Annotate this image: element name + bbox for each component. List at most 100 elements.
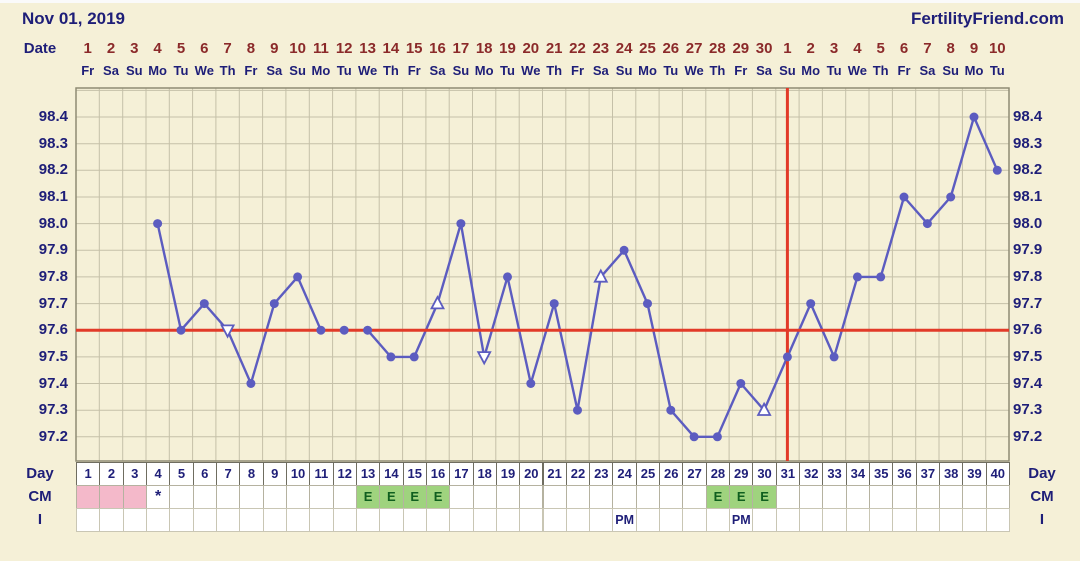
temp-point[interactable] [339,325,349,335]
temp-point[interactable] [946,192,956,202]
intercourse-cell [869,508,894,532]
temp-point-open-triangle-up[interactable] [593,268,609,283]
date-number: 10 [988,40,1006,57]
day-cell[interactable]: 25 [635,462,661,486]
temp-point[interactable] [643,299,652,309]
temp-point[interactable] [549,299,559,309]
temp-point[interactable] [293,272,303,282]
temp-point[interactable] [782,352,792,362]
date-number: 8 [246,40,256,57]
temp-point-open-triangle-down[interactable] [220,324,236,339]
temp-point[interactable] [736,379,746,388]
day-cell[interactable]: 27 [682,462,707,486]
temp-tick-label-right: 97.7 [1013,294,1043,312]
weekday-label: Fr [407,63,421,78]
day-cell[interactable]: 16 [425,462,451,486]
temp-point[interactable] [176,325,186,335]
day-cell[interactable]: 32 [799,462,824,486]
day-cell[interactable]: 34 [845,462,871,486]
day-cell[interactable]: 29 [729,462,754,486]
day-cell[interactable]: 8 [239,462,264,486]
day-cell[interactable]: 31 [775,462,801,486]
intercourse-cell [285,508,311,532]
temp-point[interactable] [246,379,256,388]
day-cell[interactable]: 21 [542,462,567,486]
temp-tick-label-left: 97.9 [38,241,68,259]
temp-point[interactable] [992,165,1002,175]
day-cell[interactable]: 4 [145,462,171,486]
temp-point[interactable] [689,432,699,442]
day-cell[interactable]: 12 [332,462,357,486]
day-cell[interactable]: 23 [589,462,614,486]
temp-point[interactable] [712,432,722,442]
temp-point-open-triangle-up[interactable] [430,295,445,310]
temp-point[interactable] [386,352,396,362]
day-cell[interactable]: 5 [169,462,194,486]
date-number: 7 [923,40,932,57]
date-number: 10 [289,40,306,57]
temp-point[interactable] [829,352,839,362]
temp-point[interactable] [409,352,419,362]
temp-point[interactable] [199,299,209,309]
temp-point[interactable] [153,219,163,229]
day-cell[interactable]: 10 [285,462,311,486]
day-cell[interactable]: 17 [449,462,474,486]
temp-tick-label-left: 98.0 [38,214,68,232]
temp-point[interactable] [969,112,979,122]
day-cell[interactable]: 33 [822,462,847,486]
temp-point[interactable] [806,299,816,309]
temp-point[interactable] [363,325,373,335]
day-cell[interactable]: 30 [752,462,777,486]
day-cell[interactable]: 22 [565,462,591,486]
day-cell[interactable]: 39 [962,462,987,486]
day-cell[interactable]: 14 [379,462,404,486]
weekday-label: Th [546,63,563,78]
cm-cell [472,485,497,509]
day-cell[interactable]: 37 [915,462,941,486]
day-cell[interactable]: 7 [215,462,241,486]
temp-point[interactable] [573,405,582,415]
temp-point[interactable] [852,272,862,282]
day-cell[interactable]: 2 [99,462,124,486]
day-cell[interactable]: 24 [612,462,637,486]
day-cell[interactable]: 19 [495,462,521,486]
temp-point[interactable] [316,325,326,335]
day-cell[interactable]: 38 [939,462,964,486]
day-cell[interactable]: 20 [519,462,544,486]
temp-tick-label-left: 97.4 [38,374,68,392]
day-cell[interactable]: 35 [869,462,894,486]
temp-point[interactable] [666,405,676,415]
temp-tick-label-right: 98.3 [1013,134,1043,152]
day-cell[interactable]: 3 [122,462,147,486]
day-cell[interactable]: 6 [192,462,217,486]
site-logo[interactable]: FertilityFriend.com [910,9,1064,28]
day-cell[interactable]: 13 [355,462,381,486]
day-cell[interactable]: 15 [402,462,427,486]
temp-tick-label-right: 97.8 [1013,267,1043,285]
intercourse-cell [495,508,521,532]
day-cell[interactable]: 11 [309,462,334,486]
day-cell[interactable]: 1 [76,462,101,486]
temp-point-open-triangle-down[interactable] [476,351,492,366]
temp-point[interactable] [526,379,536,388]
day-cell[interactable]: 28 [705,462,731,486]
day-cell[interactable]: 36 [892,462,917,486]
temp-point[interactable] [503,272,512,282]
date-number: 15 [405,40,423,57]
intercourse-cell [379,508,404,532]
day-cell[interactable]: 9 [262,462,287,486]
temp-point[interactable] [619,245,629,255]
cm-cell [915,485,941,509]
temp-point-open-triangle-up[interactable] [756,401,772,416]
temp-point[interactable] [922,219,932,229]
temp-point[interactable] [876,272,886,282]
temp-point[interactable] [456,219,466,229]
weekday-label: Su [942,63,959,78]
day-cell[interactable]: 18 [472,462,497,486]
temp-point[interactable] [899,192,909,202]
day-cell[interactable]: 26 [659,462,684,486]
date-number: 30 [755,40,773,57]
day-cell[interactable]: 40 [985,462,1010,486]
intercourse-cell [752,508,777,532]
temp-point[interactable] [269,299,279,309]
